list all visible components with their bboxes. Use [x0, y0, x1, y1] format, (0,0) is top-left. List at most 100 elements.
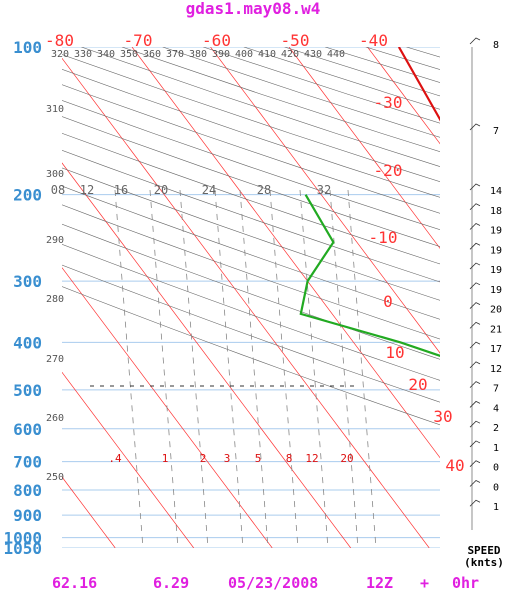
wind-barb — [469, 400, 481, 408]
temp-right-label: 20 — [408, 375, 427, 394]
theta-label: 320 — [51, 49, 69, 60]
footer-time: 12Z — [366, 574, 394, 592]
mixing-ratio-label: 32 — [317, 183, 331, 197]
mixing-ratio-label: 08 — [51, 183, 65, 197]
theta-label: 390 — [212, 49, 230, 60]
mixing-ratio-line — [269, 189, 299, 548]
pressure-label-400: 400 — [13, 333, 42, 352]
wind-barb — [469, 499, 481, 507]
dry-adiabat — [62, 223, 440, 360]
dry-adiabat — [62, 264, 440, 403]
wind-speed-label: 12 — [490, 364, 502, 375]
wind-speed-label: 21 — [490, 324, 502, 335]
knts-label: (knts) — [464, 556, 504, 569]
theta-label: 270 — [46, 354, 64, 365]
theta-label: 400 — [235, 49, 253, 60]
mixing-ratio-label: 8 — [286, 452, 293, 465]
theta-label: 420 — [281, 49, 299, 60]
isotherm — [131, 47, 440, 459]
pressure-label-1050: 1050 — [3, 539, 42, 558]
temp-right-label: -10 — [369, 228, 398, 247]
temp-right-label: -20 — [374, 161, 403, 180]
wind-speed-label: 19 — [490, 226, 502, 237]
wind-barb — [469, 341, 481, 349]
wind-barb — [469, 420, 481, 428]
wind-barb — [469, 262, 481, 270]
theta-label: 340 — [97, 49, 115, 60]
dry-adiabat — [81, 47, 440, 167]
pressure-label-1000: 1000 — [3, 529, 42, 548]
theta-label: 280 — [46, 294, 64, 305]
wind-speed-label: 20 — [490, 305, 502, 316]
theta-label: 410 — [258, 49, 276, 60]
temp-right-label: 40 — [445, 456, 464, 475]
wind-barb — [469, 381, 481, 388]
wind-barb — [469, 282, 481, 290]
dry-adiabat — [62, 204, 440, 340]
isotherm — [62, 267, 273, 548]
dry-adiabat — [62, 149, 440, 283]
dry-adiabat — [325, 47, 440, 83]
mixing-ratio-label: 2 — [200, 452, 207, 465]
wind-barb — [469, 223, 481, 230]
mixing-ratio-label: 12 — [80, 183, 94, 197]
theta-label: 350 — [120, 49, 138, 60]
footer: 62.16 6.29 05/23/2008 12Z + 0hr — [0, 572, 506, 592]
wind-barb — [469, 460, 481, 467]
footer-plus: + — [420, 574, 430, 592]
theta-label: 430 — [304, 49, 322, 60]
wind-barb — [469, 37, 481, 45]
mixing-ratio-label: 5 — [255, 452, 262, 465]
pressure-label-200: 200 — [13, 186, 42, 205]
temp-top-label: -70 — [124, 31, 153, 50]
temp-top-label: -50 — [281, 31, 310, 50]
dry-adiabat — [62, 100, 440, 231]
isotherm — [62, 57, 430, 548]
wind-barb — [469, 242, 481, 250]
mixing-ratio-label: 20 — [340, 452, 353, 465]
dry-adiabat — [62, 116, 440, 247]
chart-title: gdas1.may08.w4 — [185, 0, 321, 18]
wind-barb — [469, 361, 481, 369]
wind-speed-label: 17 — [490, 344, 502, 355]
mixing-ratio-line — [299, 189, 329, 548]
temp-top-label: -80 — [45, 31, 74, 50]
theta-label: 330 — [74, 49, 92, 60]
mixing-ratio-label: 24 — [202, 183, 216, 197]
wind-speed-label: 18 — [490, 206, 502, 217]
theta-label: 360 — [143, 49, 161, 60]
theta-label: 290 — [46, 235, 64, 246]
wind-speed-label: 1 — [493, 502, 499, 513]
mixing-ratio-line — [114, 189, 144, 548]
isotherm — [62, 162, 352, 548]
mixing-ratio-label: .4 — [108, 452, 122, 465]
isotherm — [210, 47, 440, 354]
isotherm — [288, 47, 440, 249]
pressure-label-300: 300 — [13, 272, 42, 291]
temp-top-label: -40 — [359, 31, 388, 50]
wind-speed-label: 19 — [490, 245, 502, 256]
dewpoint-profile — [299, 194, 440, 357]
wind-speed-label: 19 — [490, 285, 502, 296]
mixing-ratio-line — [149, 189, 179, 548]
wind-speed-label: 8 — [493, 40, 499, 51]
dry-adiabat-lines — [62, 47, 440, 426]
temp-top-label: -60 — [202, 31, 231, 50]
mixing-ratio-label: 3 — [224, 452, 231, 465]
pressure-label-500: 500 — [13, 381, 42, 400]
mixing-ratio-label: 20 — [154, 183, 168, 197]
theta-label: 300 — [46, 169, 64, 180]
mixing-ratio-label: 28 — [257, 183, 271, 197]
dry-adiabat — [62, 243, 440, 381]
footer-date: 05/23/2008 — [228, 574, 319, 592]
temp-right-label: 10 — [385, 343, 404, 362]
wind-speed-label: 0 — [493, 463, 499, 474]
wind-barb — [469, 302, 481, 309]
theta-label: 440 — [327, 49, 345, 60]
isobar-lines — [62, 47, 440, 548]
temp-right-label: 30 — [433, 407, 452, 426]
sounding-profiles — [299, 47, 440, 357]
pressure-label-800: 800 — [13, 481, 42, 500]
